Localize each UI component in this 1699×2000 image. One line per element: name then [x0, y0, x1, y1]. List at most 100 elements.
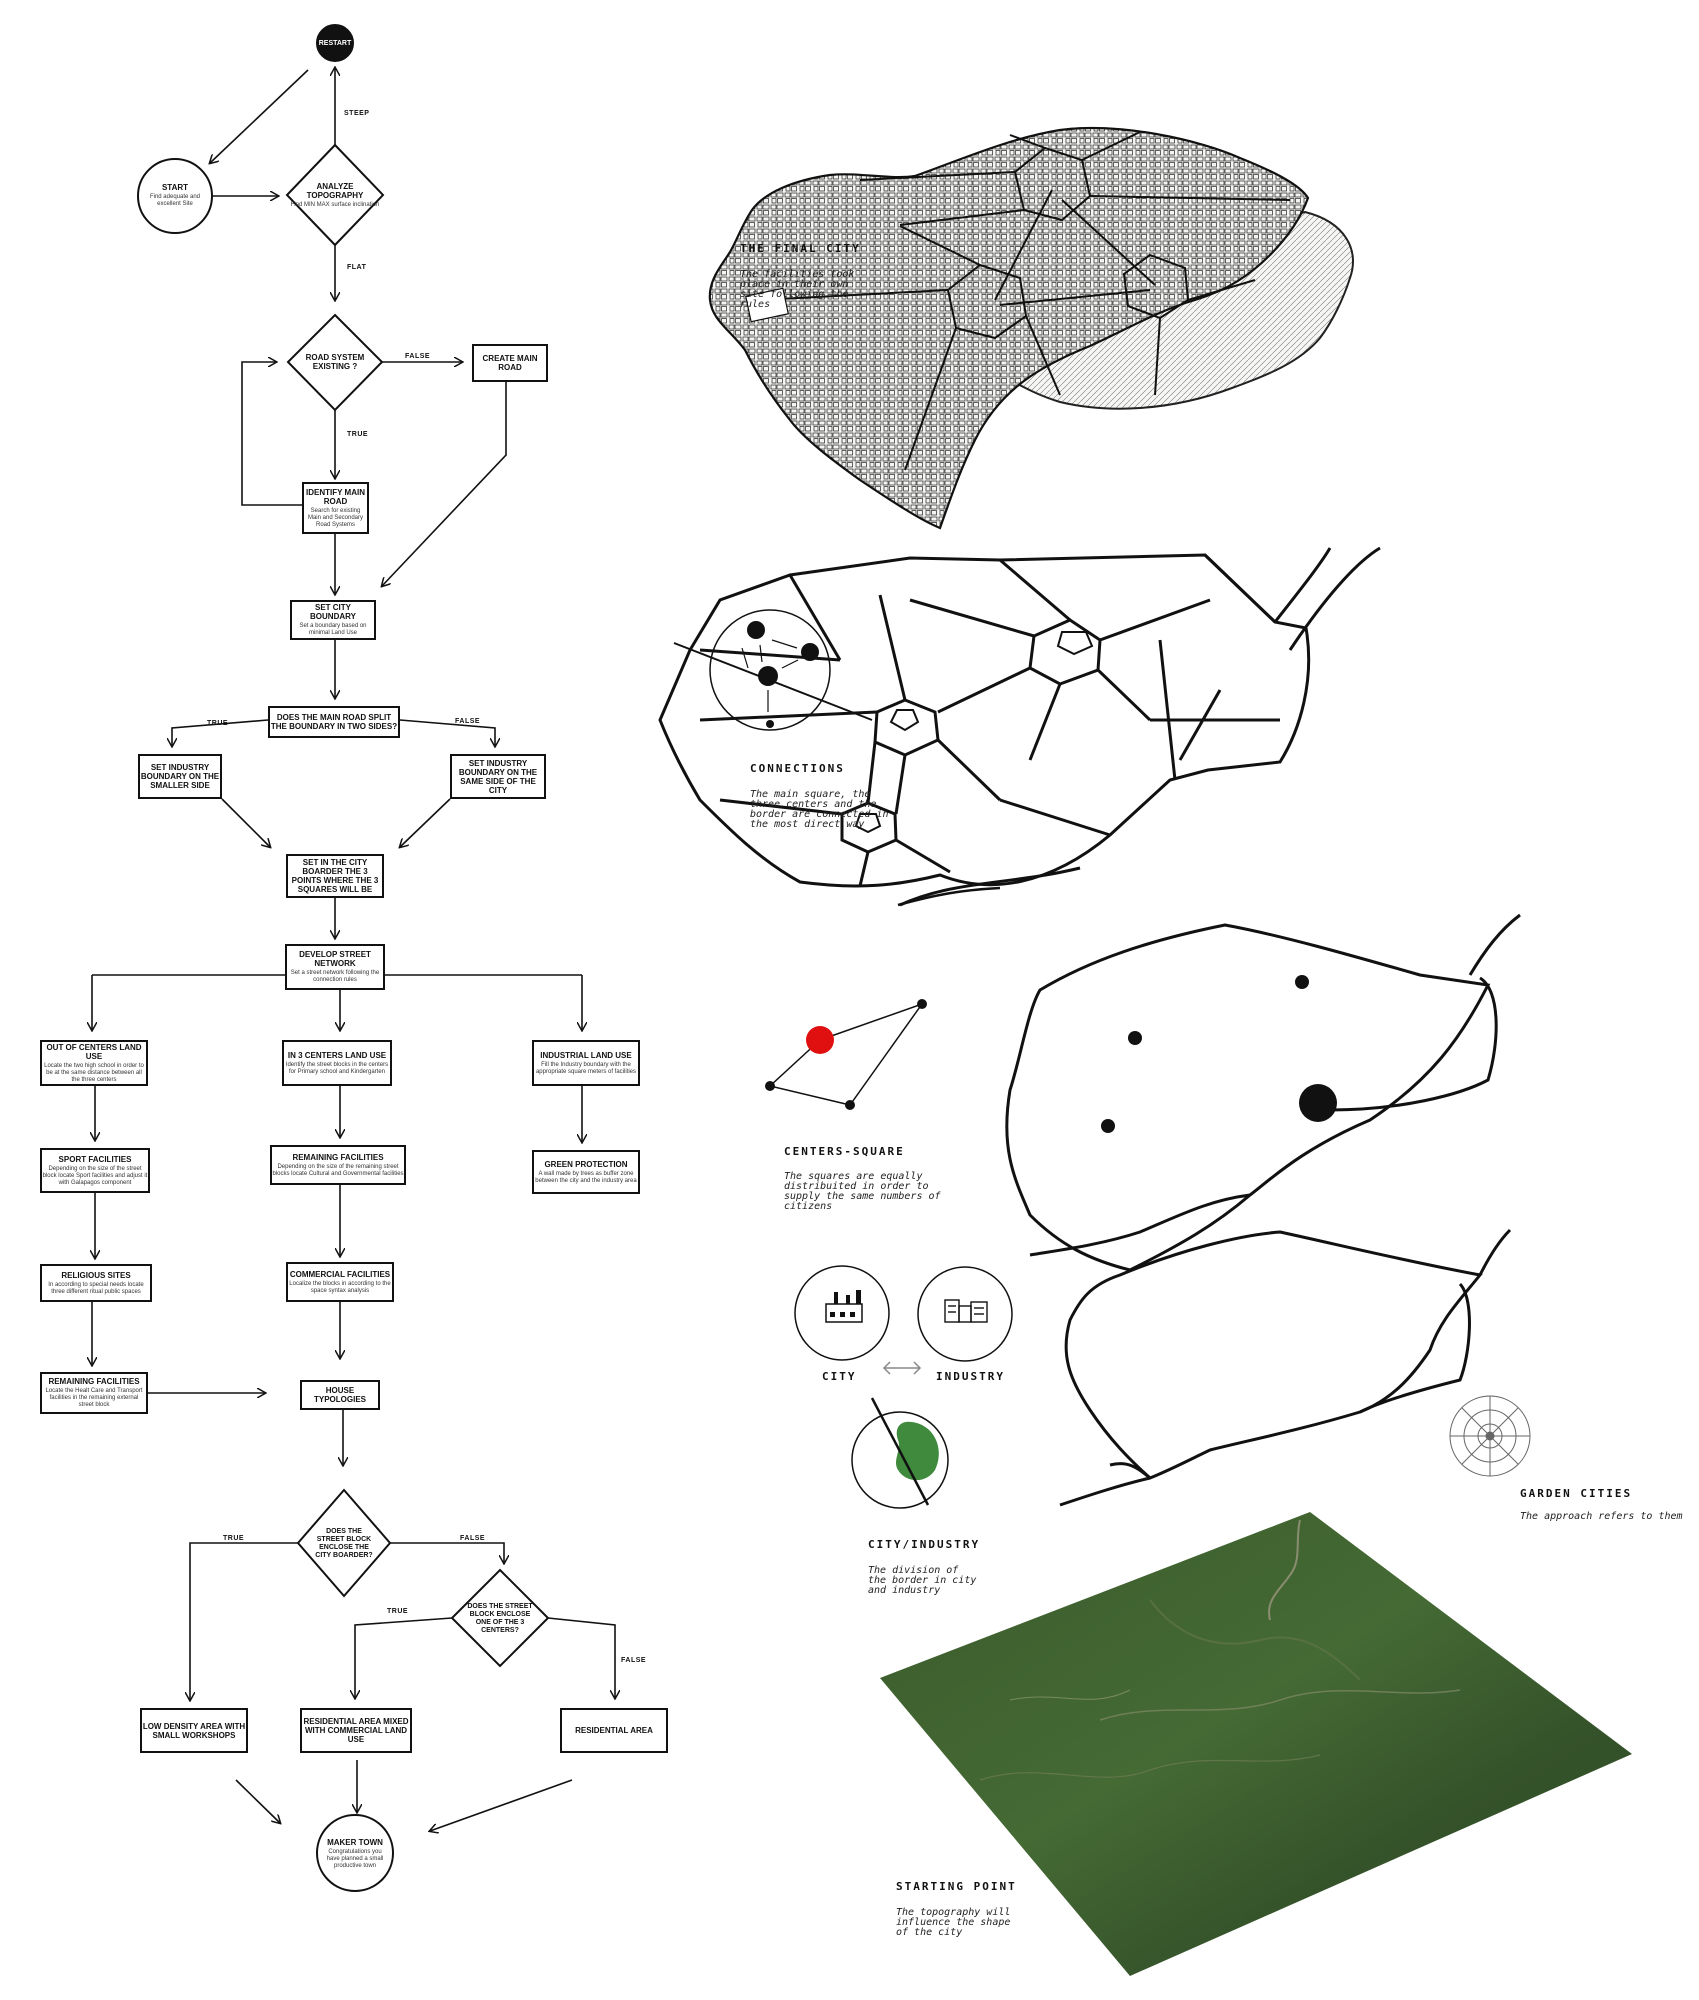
identify-road-desc: Search for existing Main and Secondary R… [307, 507, 364, 528]
edge-label-true-3: TRUE [223, 1535, 245, 1542]
edge-label-false-1: FALSE [405, 353, 431, 360]
sport-desc: Depending on the size of the street bloc… [42, 1165, 148, 1186]
low-density-title: LOW DENSITY AREA WITH SMALL WORKSHOPS [142, 1721, 246, 1740]
industry-same-title: SET INDUSTRY BOUNDARY ON THE SAME SIDE O… [458, 758, 538, 795]
commercial-title: COMMERCIAL FACILITIES [289, 1269, 391, 1279]
sport-title: SPORT FACILITIES [58, 1154, 132, 1164]
enclose-center-title: DOES THE STREET BLOCK ENCLOSE ONE OF THE… [467, 1603, 533, 1634]
green-protection-node: GREEN PROTECTION A wall made by trees as… [532, 1150, 640, 1194]
main-square-dot [1299, 1084, 1337, 1122]
city-label: CITY [822, 1370, 857, 1383]
sport-node: SPORT FACILITIES Depending on the size o… [40, 1148, 150, 1193]
low-density-node: LOW DENSITY AREA WITH SMALL WORKSHOPS [140, 1708, 248, 1753]
road-system-node: ROAD SYSTEM EXISTING ? [300, 348, 370, 376]
double-arrow-icon [882, 1361, 922, 1375]
final-city-heading: THE FINAL CITY [740, 242, 861, 255]
three-points-node: SET IN THE CITY BOARDER THE 3 POINTS WHE… [286, 854, 384, 898]
connections-desc: The main square, the three centers and t… [750, 789, 889, 830]
religious-title: RELIGIOUS SITES [61, 1270, 131, 1280]
industrial-title: INDUSTRIAL LAND USE [540, 1050, 632, 1060]
center-dot-2 [1128, 1031, 1142, 1045]
maker-town-title: MAKER TOWN [327, 1838, 383, 1847]
residential-title: RESIDENTIAL AREA [575, 1726, 653, 1735]
city-boundary-title: SET CITY BOUNDARY [310, 603, 356, 621]
enclose-center-node: DOES THE STREET BLOCK ENCLOSE ONE OF THE… [466, 1602, 534, 1636]
remaining-facilities-2-title: REMAINING FACILITIES [48, 1377, 140, 1386]
city-industry-map [1059, 1228, 1512, 1507]
garden-city-diagram-icon [1449, 1395, 1531, 1477]
house-typologies-node: HOUSE TYPOLOGIES [300, 1380, 380, 1410]
city-industry-icons [794, 1265, 1013, 1509]
edge-label-false-4: FALSE [621, 1657, 647, 1664]
edge-label-true-1: TRUE [347, 431, 369, 438]
factory-icon [825, 1290, 863, 1323]
commercial-desc: Localize the blocks in according to the … [289, 1280, 391, 1294]
residential-node: RESIDENTIAL AREA [560, 1708, 668, 1753]
edge-label-steep: STEEP [344, 110, 370, 117]
remaining-facilities-1-node: REMAINING FACILITIES Depending on the si… [270, 1145, 406, 1185]
edge-label-false-3: FALSE [460, 1535, 486, 1542]
garden-cities-desc: The approach refers to them [1520, 1511, 1683, 1522]
remaining-facilities-1-title: REMAINING FACILITIES [292, 1152, 384, 1162]
in-centers-node: IN 3 CENTERS LAND USE Identify the stree… [282, 1040, 392, 1086]
centers-square-desc: The squares are equally distribuited in … [784, 1171, 941, 1212]
road-split-title: DOES THE MAIN ROAD SPLIT THE BOUNDARY IN… [270, 713, 398, 731]
in-centers-desc: Identify the street blocks in the center… [285, 1061, 389, 1075]
industry-label: INDUSTRY [936, 1370, 1005, 1383]
edge-label-false-2: FALSE [455, 718, 481, 725]
green-protection-title: GREEN PROTECTION [544, 1159, 628, 1169]
centers-square-heading: CENTERS-SQUARE [784, 1145, 905, 1158]
road-split-node: DOES THE MAIN ROAD SPLIT THE BOUNDARY IN… [268, 706, 400, 738]
religious-node: RELIGIOUS SITES In according to special … [40, 1264, 152, 1302]
analyze-diamond [285, 143, 385, 247]
terrain-map [880, 1512, 1632, 1976]
create-road-title: CREATE MAIN ROAD [482, 354, 538, 372]
city-industry-desc: The division of the border in city and i… [868, 1565, 977, 1596]
out-centers-node: OUT OF CENTERS LAND USE Locate the two h… [40, 1040, 148, 1086]
connections-diagram [673, 609, 873, 731]
centers-map [1005, 913, 1521, 1272]
restart-label: RESTART [318, 39, 352, 47]
city-industry-heading: CITY/INDUSTRY [868, 1538, 981, 1551]
enclose-center-diamond [450, 1568, 550, 1668]
road-system-title: ROAD SYSTEM EXISTING ? [305, 353, 365, 371]
center-dot-3 [1101, 1119, 1115, 1133]
residential-mixed-node: RESIDENTIAL AREA MIXED WITH COMMERCIAL L… [300, 1708, 412, 1753]
final-city-sketch [708, 126, 1354, 530]
buildings-icon [944, 1299, 988, 1323]
starting-point-heading: STARTING POINT [896, 1880, 1017, 1893]
analyze-desc: Find MIN MAX surface inclination [290, 201, 380, 208]
connections-heading: CONNECTIONS [750, 762, 845, 775]
restart-node: RESTART [317, 28, 353, 58]
road-system-diamond [286, 313, 384, 412]
religious-desc: In according to special needs locate thr… [48, 1281, 144, 1295]
final-city-desc: The facilities took place in their own s… [740, 269, 855, 310]
create-road-node: CREATE MAIN ROAD [472, 344, 548, 382]
remaining-facilities-2-node: REMAINING FACILITIES Locate the Healt Ca… [40, 1372, 148, 1414]
enclose-boarder-title: DOES THE STREET BLOCK ENCLOSE THE CITY B… [315, 1528, 373, 1559]
in-centers-title: IN 3 CENTERS LAND USE [287, 1050, 387, 1060]
street-network-title: DEVELOP STREET NETWORK [299, 950, 371, 968]
three-points-title: SET IN THE CITY BOARDER THE 3 POINTS WHE… [291, 858, 379, 894]
enclose-boarder-diamond [296, 1488, 392, 1598]
industrial-node: INDUSTRIAL LAND USE Fill the Industry bo… [532, 1040, 640, 1086]
green-protection-desc: A wall made by trees as buffer zone betw… [535, 1170, 637, 1184]
remaining-facilities-1-desc: Depending on the size of the remaining s… [272, 1163, 404, 1177]
start-title: START [161, 182, 189, 192]
starting-point-desc: The topography will influence the shape … [896, 1907, 1011, 1938]
street-network-desc: Set a street network following the conne… [290, 970, 380, 983]
industry-smaller-title: SET INDUSTRY BOUNDARY ON THE SMALLER SID… [140, 763, 220, 790]
garden-cities-heading: GARDEN CITIES [1520, 1487, 1633, 1500]
street-network-diagram [658, 546, 1381, 888]
out-centers-desc: Locate the two high school in order to b… [44, 1062, 144, 1083]
centers-square-diagram [765, 999, 927, 1110]
start-desc: Find adequate and excellent Site [149, 193, 201, 207]
analyze-title: ANALYZE TOPOGRAPHY [306, 181, 364, 200]
street-network-node: DEVELOP STREET NETWORK Set a street netw… [285, 944, 385, 990]
remaining-facilities-2-desc: Locate the Healt Care and Transport faci… [45, 1388, 143, 1408]
maker-town-desc: Congratulations you have planned a small… [326, 1849, 384, 1869]
start-node: START Find adequate and excellent Site [140, 175, 210, 215]
industry-smaller-node: SET INDUSTRY BOUNDARY ON THE SMALLER SID… [138, 754, 222, 799]
